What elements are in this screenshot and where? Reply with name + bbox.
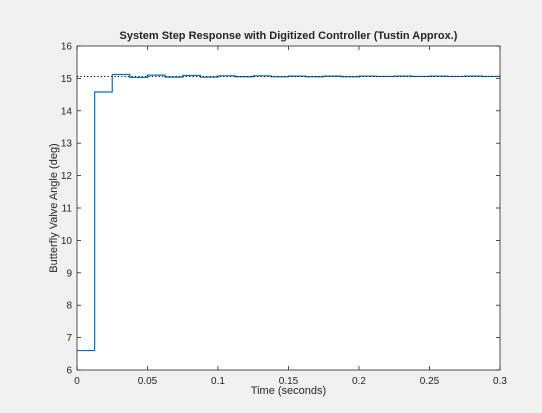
x-tick-label: 0 (74, 376, 80, 387)
series-layer (77, 73, 500, 352)
y-tick-label: 10 (61, 236, 73, 247)
chart-title: System Step Response with Digitized Cont… (120, 30, 458, 42)
y-tick-label: 6 (66, 366, 72, 377)
y-tick-label: 14 (61, 106, 73, 117)
x-tick-label: 0.1 (211, 376, 225, 387)
y-tick-label: 11 (62, 204, 73, 215)
x-tick-label: 0.25 (420, 376, 440, 387)
ticks-layer: 0 0.05 0.1 0.15 0.2 0.25 0.3 6 7 8 9 10 11 12 13 14 15 16 (61, 42, 508, 388)
y-tick-label: 16 (61, 42, 73, 53)
y-tick-label: 8 (66, 301, 72, 312)
y-axis-label: Butterfly Valve Angle (deg) (48, 143, 60, 272)
x-tick-label: 0.2 (352, 376, 366, 387)
x-axis-label: Time (seconds) (251, 385, 326, 397)
x-tick-label: 0.3 (493, 376, 507, 387)
x-tick-label: 0.05 (138, 376, 158, 387)
y-tick-label: 12 (61, 171, 73, 182)
plot-area (77, 46, 500, 370)
y-tick-label: 15 (61, 74, 73, 85)
y-tick-label: 7 (66, 333, 72, 344)
y-tick-label: 9 (66, 268, 72, 279)
x-tick-label: 0.15 (279, 376, 299, 387)
y-tick-label: 13 (61, 139, 73, 150)
